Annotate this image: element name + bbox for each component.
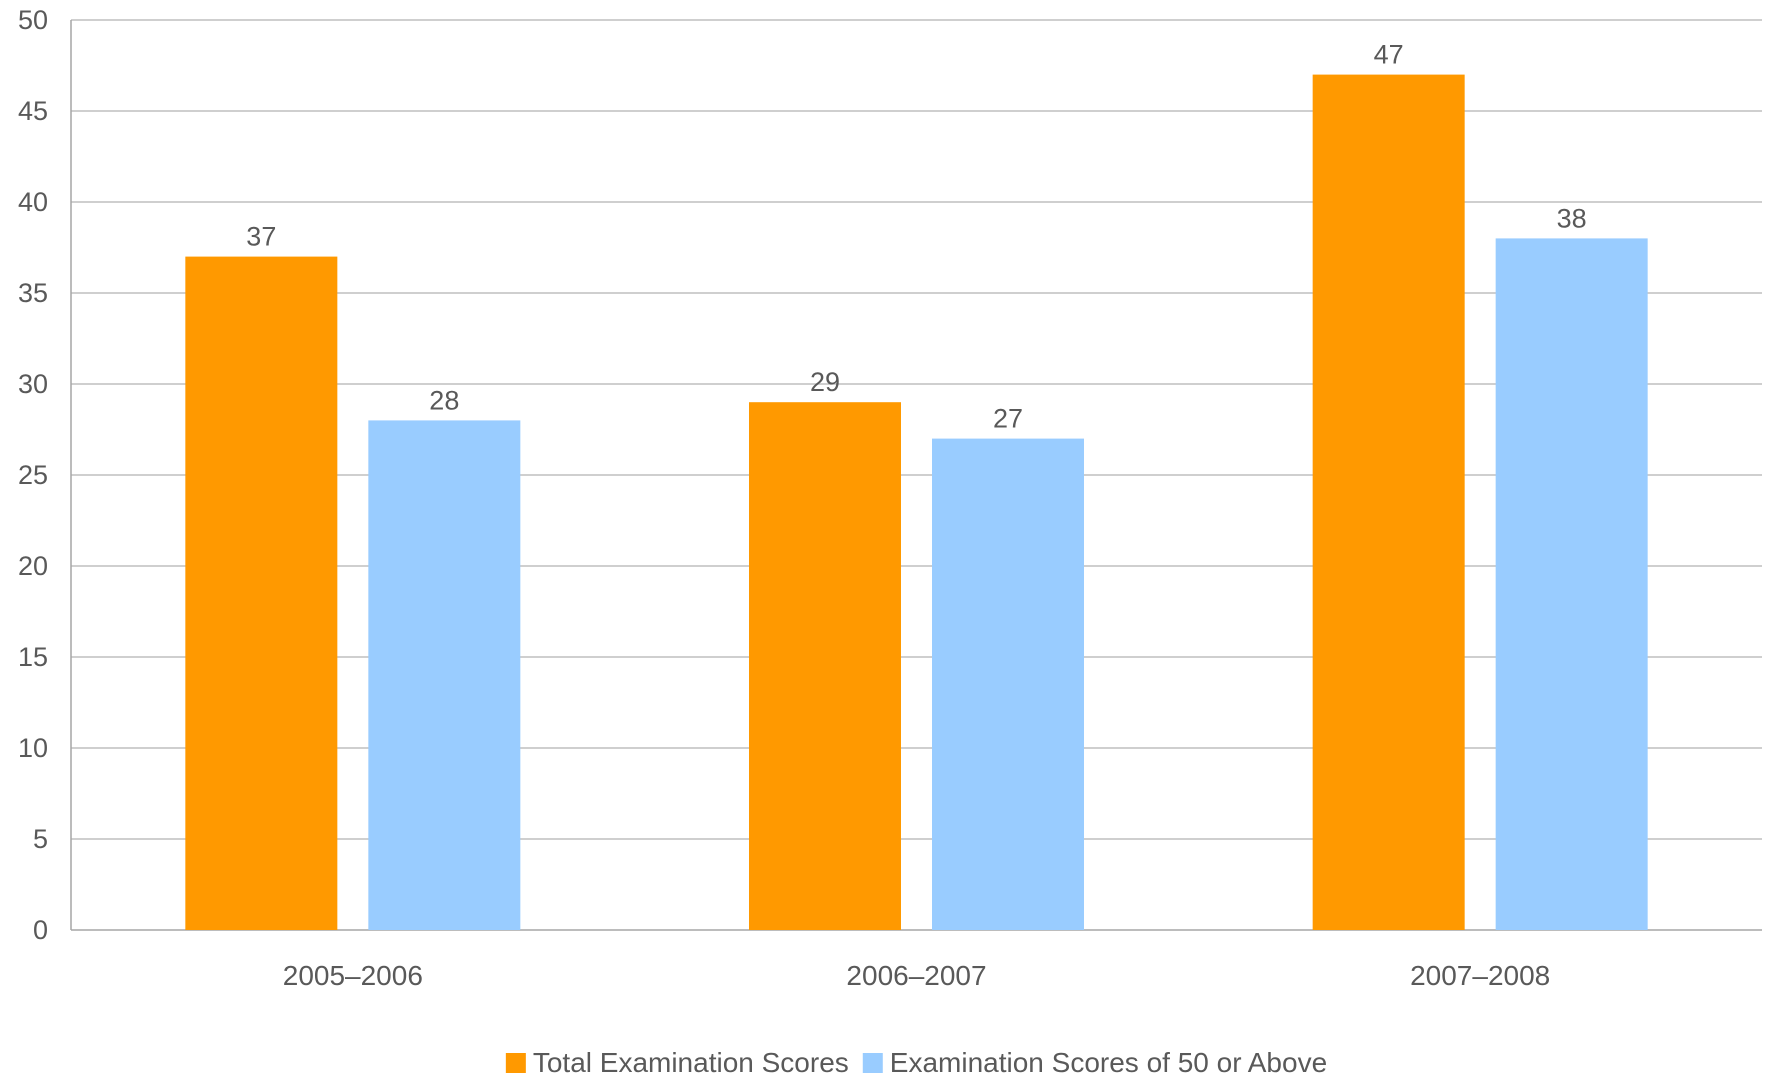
data-label: 37 (246, 222, 276, 252)
data-label: 27 (993, 404, 1023, 434)
data-labels: 37 28 29 27 47 38 (246, 40, 1586, 434)
y-tick-label: 0 (33, 915, 48, 945)
data-label: 29 (810, 367, 840, 397)
x-tick-label: 2006–2007 (846, 960, 986, 991)
gridlines (70, 19, 1762, 931)
x-axis-tick-labels: 2005–2006 2006–2007 2007–2008 (283, 960, 1550, 991)
y-tick-label: 20 (18, 551, 48, 581)
bar (1495, 238, 1648, 930)
data-label: 28 (429, 385, 459, 415)
legend-label: Total Examination Scores (533, 1047, 849, 1078)
bar (368, 420, 521, 930)
bars (185, 74, 1648, 931)
y-tick-label: 10 (18, 733, 48, 763)
legend: Total Examination Scores Examination Scor… (505, 1047, 1327, 1078)
y-tick-label: 25 (18, 460, 48, 490)
y-tick-label: 45 (18, 96, 48, 126)
y-tick-label: 30 (18, 369, 48, 399)
legend-label: Examination Scores of 50 or Above (890, 1047, 1327, 1078)
legend-item: Total Examination Scores (505, 1047, 849, 1078)
y-tick-label: 15 (18, 642, 48, 672)
bar (932, 438, 1084, 930)
data-label: 38 (1557, 203, 1587, 233)
legend-swatch (862, 1053, 883, 1073)
y-tick-label: 40 (18, 187, 48, 217)
y-tick-label: 5 (33, 824, 48, 854)
legend-swatch (505, 1053, 526, 1073)
y-tick-label: 50 (18, 5, 48, 35)
x-tick-label: 2007–2008 (1410, 960, 1550, 991)
bar (185, 256, 338, 931)
bar (749, 402, 901, 930)
y-tick-label: 35 (18, 278, 48, 308)
y-axis-tick-labels: 0 5 10 15 20 25 30 35 40 45 50 (18, 5, 48, 945)
x-tick-label: 2005–2006 (283, 960, 423, 991)
bar (1312, 74, 1465, 931)
data-label: 47 (1374, 40, 1404, 70)
legend-item: Examination Scores of 50 or Above (862, 1047, 1327, 1078)
